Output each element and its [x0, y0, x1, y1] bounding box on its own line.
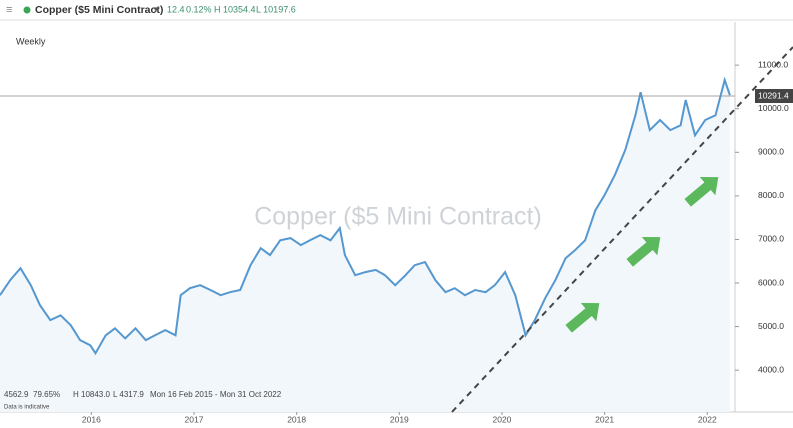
footer: 4562.9 79.65% H 10843.0 L 4317.9 Mon 16 …: [4, 390, 282, 410]
watermark: Copper ($5 Mini Contract): [254, 203, 542, 231]
price-change-pct: 0.12%: [186, 4, 212, 14]
last-price-box: [755, 89, 793, 104]
x-tick-label: 2018: [287, 414, 306, 424]
footer-last: 4562.9: [4, 390, 29, 399]
price-change: 12.4: [167, 4, 185, 14]
last-price-label: 10291.4: [758, 90, 789, 100]
footer-low: L 4317.9: [113, 390, 144, 399]
instrument-title[interactable]: Copper ($5 Mini Contract): [35, 4, 163, 16]
y-tick-label: 4000.0: [758, 364, 784, 374]
x-tick-label: 2016: [82, 414, 101, 424]
y-tick-label: 7000.0: [758, 234, 784, 244]
plot: 4000.0 5000.0 6000.0 7000.0 8000.0 9000.0 1000…: [0, 22, 793, 424]
y-tick-label: 11000.0: [758, 59, 788, 69]
x-tick-label: 2021: [595, 414, 614, 424]
arrows: [565, 176, 719, 333]
x-tick-label: 2019: [390, 414, 409, 424]
area: [0, 80, 730, 412]
footer-range: Mon 16 Feb 2015 - Mon 31 Oct 2022: [150, 390, 282, 399]
status-dot: [23, 6, 31, 14]
y-tick-label: 5000.0: [758, 321, 784, 331]
timeframe: Weekly: [16, 36, 46, 46]
y-tick-label: 10000.0: [758, 103, 789, 113]
up-arrow: [684, 176, 719, 207]
up-arrow: [626, 236, 661, 267]
x-tick-label: 2017: [185, 414, 204, 424]
y-tick-label: 8000.0: [758, 190, 784, 200]
footer-pct: 79.65%: [33, 390, 60, 399]
y-tick-label: 9000.0: [758, 147, 784, 157]
footer-note: Data is indicative: [4, 405, 50, 411]
x-tick-label: 2022: [698, 414, 717, 424]
y-tick-label: 6000.0: [758, 277, 784, 287]
x-tick-label: 2020: [493, 414, 512, 424]
menu-icon[interactable]: ≡: [6, 4, 12, 16]
session-low: L 10197.6: [256, 4, 296, 14]
price-line: [0, 76, 731, 356]
session-high: H 10354.4: [214, 4, 256, 14]
dropdown-icon[interactable]: ▼: [152, 5, 160, 14]
toolbar: [0, 0, 793, 20]
footer-high: H 10843.0: [73, 390, 110, 399]
up-arrow: [565, 302, 600, 333]
